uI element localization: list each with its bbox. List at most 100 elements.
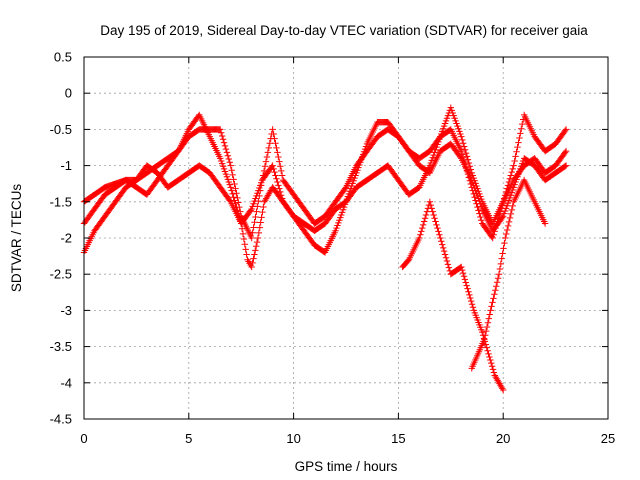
data-point bbox=[500, 245, 507, 252]
data-point bbox=[427, 201, 434, 209]
data-point bbox=[493, 283, 500, 290]
data-point bbox=[270, 165, 277, 173]
data-point bbox=[439, 244, 447, 252]
data-point bbox=[270, 130, 277, 138]
data-point bbox=[432, 218, 439, 225]
data-point bbox=[514, 143, 521, 151]
data-point bbox=[466, 291, 473, 299]
data-point bbox=[421, 215, 429, 222]
data-point bbox=[220, 139, 228, 146]
data-point bbox=[232, 185, 239, 192]
data-point bbox=[217, 126, 224, 133]
data-point bbox=[222, 145, 230, 153]
data-point bbox=[248, 234, 255, 242]
data-point bbox=[252, 247, 259, 254]
data-point bbox=[459, 140, 467, 147]
data-point bbox=[483, 323, 491, 331]
data-point bbox=[436, 231, 443, 238]
data-point bbox=[230, 193, 237, 201]
data-point bbox=[464, 285, 471, 292]
data-point bbox=[250, 224, 257, 231]
data-point bbox=[241, 241, 248, 248]
data-point bbox=[486, 311, 493, 318]
y-tick-label: -2 bbox=[60, 231, 72, 246]
data-point bbox=[506, 214, 514, 222]
data-point bbox=[460, 273, 468, 280]
data-point bbox=[274, 178, 281, 186]
data-point bbox=[510, 162, 517, 169]
data-point bbox=[277, 163, 284, 170]
data-point bbox=[261, 196, 269, 204]
y-tick-label: -3.5 bbox=[50, 339, 72, 354]
data-point bbox=[461, 146, 469, 154]
data-point bbox=[458, 147, 465, 155]
data-point bbox=[463, 282, 470, 289]
data-point bbox=[218, 132, 226, 140]
data-point bbox=[511, 157, 518, 165]
data-point bbox=[461, 276, 469, 283]
data-point bbox=[561, 163, 569, 170]
y-tick-label: -0.5 bbox=[50, 122, 72, 137]
data-point bbox=[263, 193, 271, 201]
data-point bbox=[240, 235, 248, 243]
x-tick-label: 20 bbox=[496, 431, 510, 446]
data-point bbox=[231, 180, 238, 188]
data-point bbox=[265, 144, 273, 152]
data-point bbox=[464, 156, 472, 163]
data-point bbox=[235, 199, 242, 206]
data-point bbox=[253, 238, 261, 246]
data-point bbox=[420, 218, 428, 225]
data-point bbox=[236, 203, 243, 211]
data-point bbox=[485, 315, 493, 322]
data-point bbox=[269, 126, 276, 133]
data-point bbox=[467, 166, 475, 173]
data-point bbox=[499, 214, 506, 221]
data-point bbox=[488, 363, 496, 370]
x-axis-label: GPS time / hours bbox=[295, 459, 398, 474]
data-point bbox=[496, 380, 503, 387]
series-track-5 bbox=[468, 176, 549, 372]
data-point bbox=[219, 136, 227, 143]
data-point bbox=[495, 378, 502, 386]
data-point bbox=[238, 225, 246, 232]
data-point bbox=[276, 158, 283, 165]
data-point bbox=[490, 369, 498, 376]
data-point bbox=[467, 294, 474, 302]
data-point bbox=[489, 234, 496, 242]
x-tick-label: 0 bbox=[80, 431, 87, 446]
data-point bbox=[249, 229, 256, 236]
data-point bbox=[508, 206, 516, 214]
y-tick-label: -1 bbox=[60, 158, 72, 173]
data-point bbox=[493, 375, 500, 382]
data-point bbox=[261, 163, 269, 170]
data-point bbox=[471, 193, 478, 201]
data-point bbox=[260, 203, 267, 211]
tick-layer: 0.5 0 -0.5 -1 -1.5 -2 -2.5 -3 -3.5 -4 -4.5 0 5 10 15 20… bbox=[50, 50, 616, 447]
data-point bbox=[463, 153, 471, 160]
data-point bbox=[507, 210, 515, 218]
data-point bbox=[482, 327, 490, 335]
data-point bbox=[487, 307, 494, 314]
data-point bbox=[442, 254, 450, 261]
data-point bbox=[439, 241, 446, 248]
data-point bbox=[505, 218, 513, 226]
data-point bbox=[428, 205, 435, 212]
data-point bbox=[417, 231, 424, 238]
data-point bbox=[272, 172, 279, 179]
data-point bbox=[243, 251, 250, 258]
data-point bbox=[474, 203, 481, 211]
data-point bbox=[265, 190, 273, 197]
data-point bbox=[519, 120, 526, 128]
chart-title: Day 195 of 2019, Sidereal Day-to-day VTE… bbox=[100, 23, 588, 38]
data-point bbox=[562, 162, 570, 169]
data-point bbox=[468, 300, 476, 308]
data-point bbox=[278, 172, 286, 179]
data-point bbox=[443, 257, 451, 265]
data-point bbox=[541, 220, 549, 227]
data-point bbox=[434, 224, 441, 232]
data-point bbox=[242, 246, 249, 253]
x-tick-label: 15 bbox=[391, 431, 405, 446]
data-point bbox=[481, 336, 488, 343]
data-point bbox=[445, 264, 453, 271]
